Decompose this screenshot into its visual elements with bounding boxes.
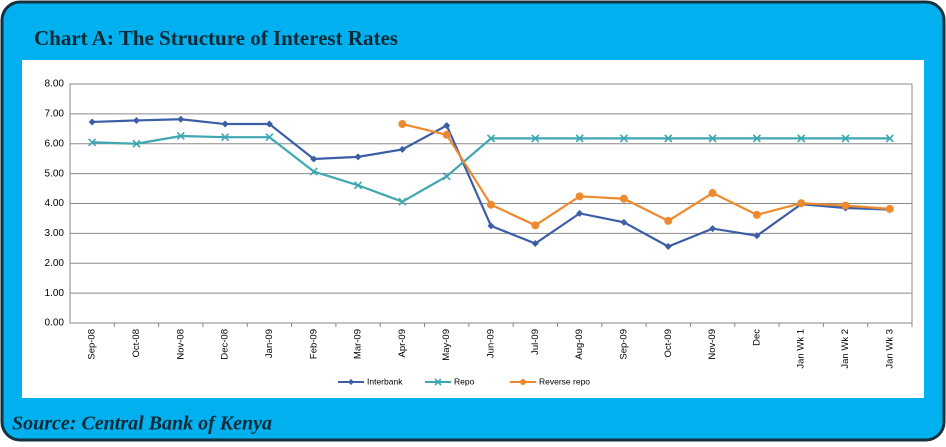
marker [221, 120, 229, 128]
marker [443, 122, 451, 130]
marker [348, 379, 354, 385]
x-tick-label: Jul-09 [530, 329, 541, 355]
marker [310, 155, 318, 163]
marker [708, 134, 717, 143]
y-tick-label: 2.00 [45, 258, 65, 269]
marker [353, 181, 363, 190]
marker [797, 134, 806, 143]
y-tick-label: 3.00 [45, 228, 65, 239]
marker [487, 200, 495, 209]
marker [486, 134, 496, 143]
x-tick-label: Dec-08 [220, 329, 231, 360]
marker [520, 379, 526, 385]
marker [841, 134, 850, 143]
marker [664, 134, 673, 143]
marker [487, 222, 495, 230]
marker [753, 232, 761, 240]
marker [434, 378, 442, 386]
marker [531, 240, 539, 248]
marker [398, 197, 407, 206]
marker [620, 218, 628, 226]
y-tick-label: 4.00 [45, 198, 65, 209]
marker [398, 120, 407, 129]
y-tick-label: 6.00 [45, 138, 65, 149]
x-tick-label: Sep-09 [618, 329, 629, 360]
marker [442, 172, 451, 181]
x-tick-label: Jan Wk 3 [884, 329, 895, 369]
marker [177, 115, 185, 123]
y-tick-label: 0.00 [45, 318, 65, 329]
marker [88, 118, 96, 126]
x-tick-label: Feb-09 [308, 329, 319, 359]
marker [619, 194, 628, 203]
series-line [402, 122, 890, 227]
marker [354, 153, 362, 161]
legend-label: Reverse repo [539, 376, 590, 386]
y-tick-label: 1.00 [45, 288, 65, 299]
source: Source: Central Bank of Kenya [12, 413, 272, 435]
marker [531, 134, 540, 143]
x-tick-label: Aug-09 [574, 329, 585, 360]
y-tick-label: 7.00 [45, 109, 65, 120]
marker [265, 133, 274, 142]
x-tick-label: Jan Wk 2 [840, 329, 851, 369]
x-tick-label: Nov-09 [707, 329, 718, 360]
marker [221, 133, 230, 142]
marker [709, 225, 717, 233]
marker [752, 134, 761, 143]
y-tick-label: 8.00 [45, 79, 65, 90]
x-tick-label: Nov-08 [175, 329, 186, 360]
legend-label: Repo [454, 376, 475, 386]
chart-title: Chart A: The Structure of Interest Rates [34, 26, 398, 50]
marker [132, 139, 141, 148]
marker [88, 138, 97, 147]
marker [531, 221, 540, 230]
x-tick-label: Oct-08 [131, 329, 142, 358]
marker [575, 192, 584, 201]
x-tick-label: Oct-09 [663, 329, 674, 358]
x-tick-label: Jan-09 [264, 329, 275, 358]
marker [442, 130, 451, 139]
marker [664, 243, 672, 251]
x-tick-label: Sep-08 [87, 329, 98, 360]
marker [619, 134, 629, 143]
marker [885, 134, 894, 143]
marker [885, 204, 894, 213]
x-tick-label: Apr-09 [397, 329, 408, 358]
marker [309, 167, 318, 176]
marker [752, 210, 761, 219]
marker [841, 201, 850, 210]
marker [398, 145, 406, 153]
legend-label: Interbank [367, 376, 403, 386]
x-tick-label: Mar-09 [353, 329, 364, 359]
marker [664, 216, 673, 225]
x-tick-label: Dec [751, 329, 762, 346]
y-tick-label: 5.00 [45, 168, 65, 179]
marker [797, 199, 806, 208]
chart-panel [22, 60, 924, 398]
marker [708, 189, 717, 198]
marker [575, 134, 584, 143]
x-tick-label: Jun-09 [486, 329, 497, 358]
x-tick-label: May-09 [441, 329, 452, 361]
marker [576, 209, 584, 217]
marker [132, 116, 140, 124]
marker [265, 120, 273, 128]
marker [176, 131, 185, 141]
x-tick-label: Jan Wk 1 [796, 329, 807, 369]
